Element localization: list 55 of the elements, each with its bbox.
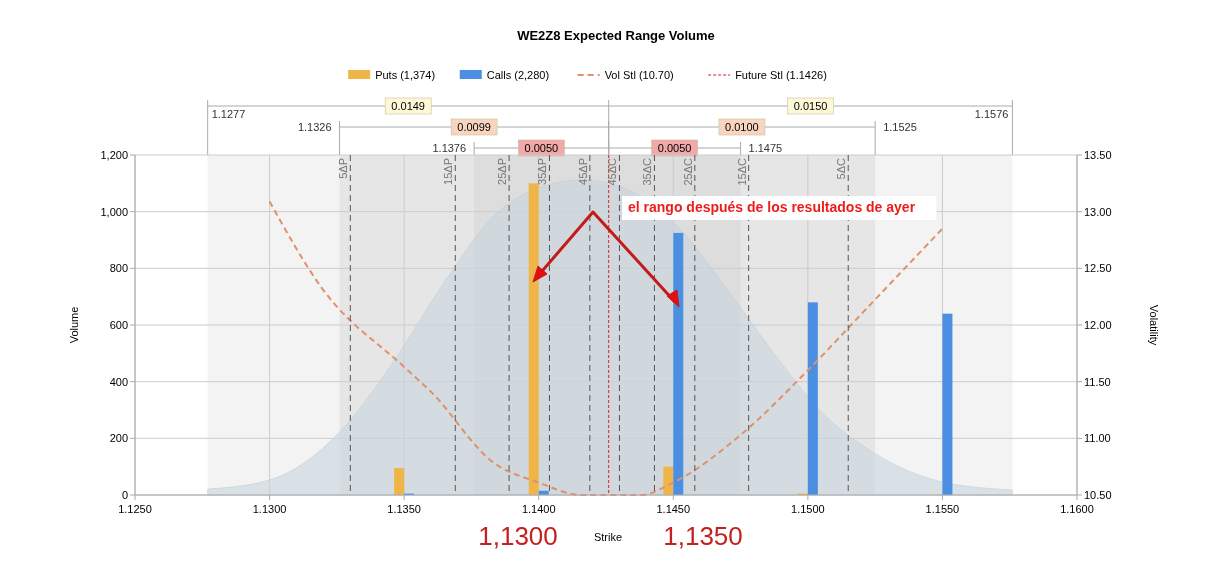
text: 1,1350 [663, 521, 743, 551]
x-tick-label: 1.1300 [252, 503, 287, 515]
x-tick-label: 1.1600 [1060, 503, 1094, 515]
text: 1.1376 [432, 142, 467, 154]
legend-label: Future Stl (1.1426) [735, 69, 827, 81]
y2-tick-label: 11.50 [1084, 375, 1111, 388]
x-tick-label: 1.1350 [387, 503, 421, 515]
y2-tick-label: 12.50 [1084, 262, 1112, 275]
legend-label: Vol Stl (10.70) [604, 69, 674, 81]
y2-tick-label: 12.00 [1084, 319, 1112, 331]
x-tick-label: 1.1250 [118, 503, 152, 515]
annotation: el rango después de los resultados de ayer [628, 199, 916, 215]
ref-line-label: 5ΔC [835, 157, 848, 180]
text: 0.0150 [793, 100, 828, 112]
text: 0.0050 [657, 142, 692, 154]
y2-axis-title: Volatility [1148, 304, 1160, 346]
chart-title: WE2Z8 Expected Range Volume [517, 28, 715, 43]
y-tick-label: 0 [121, 489, 128, 501]
text: 1.1277 [211, 108, 246, 120]
ref-line-label: 45ΔP [576, 158, 589, 185]
text: 1.1576 [974, 108, 1009, 120]
ref-line-label: 15ΔP [442, 158, 455, 185]
y-tick-label: 200 [109, 432, 128, 445]
ref-line-label: 5ΔP [337, 158, 350, 179]
x-axis-title: Strike [593, 531, 623, 543]
x-tick-label: 1.1450 [656, 503, 691, 515]
legend-label: Puts (1,374) [375, 69, 436, 81]
text: 0.0100 [725, 121, 759, 133]
legend-label: Calls (2,280) [486, 69, 550, 81]
y2-tick-label: 13.50 [1084, 149, 1112, 161]
y2-tick-label: 10.50 [1084, 489, 1112, 501]
text: 1,1300 [478, 521, 558, 551]
ref-line-label: 25ΔC [681, 157, 694, 186]
y-tick-label: 800 [109, 262, 128, 275]
x-tick-label: 1.1550 [925, 503, 960, 515]
y-tick-label: 400 [109, 375, 128, 388]
text: 0.0050 [524, 142, 559, 154]
text: 1.1475 [748, 142, 783, 154]
x-tick-label: 1.1400 [521, 503, 556, 515]
text: 0.0149 [391, 100, 426, 112]
ref-line-label: 35ΔP [536, 158, 549, 185]
text: 0.0099 [457, 121, 491, 133]
text: 1.1525 [883, 121, 917, 133]
ref-line-label: 45ΔC [606, 157, 619, 186]
text: 1.1326 [297, 121, 332, 133]
y-tick-label: 1,200 [100, 149, 128, 161]
y-tick-label: 1,000 [100, 205, 128, 218]
ref-line-label: 15ΔC [735, 157, 748, 186]
y2-tick-label: 13.00 [1084, 205, 1112, 218]
y-axis-title: Volume [68, 306, 80, 344]
ref-line-label: 35ΔC [641, 157, 654, 186]
x-tick-label: 1.1500 [791, 503, 825, 515]
y2-tick-label: 11.00 [1084, 432, 1111, 445]
ref-line-label: 25ΔP [496, 158, 509, 185]
y-tick-label: 600 [109, 319, 128, 331]
